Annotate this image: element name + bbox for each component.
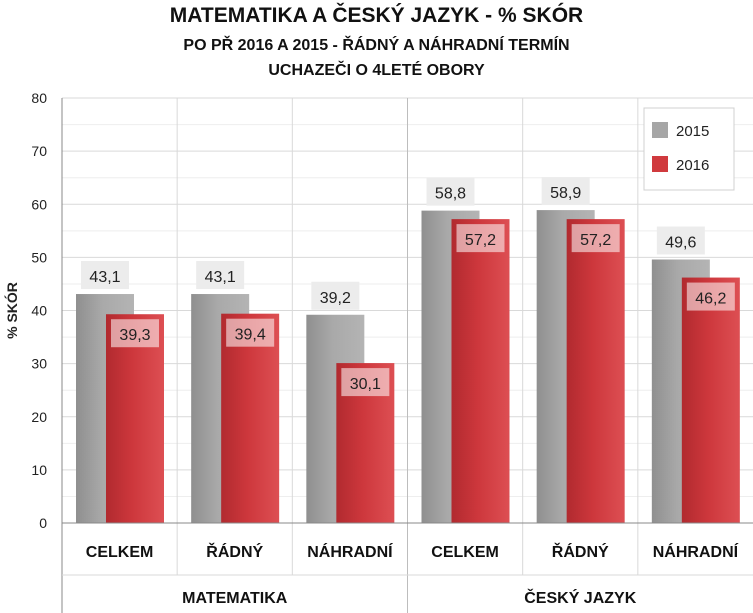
bar-2016-2-1: [451, 219, 510, 523]
bar-2016-1-2: [221, 313, 280, 523]
data-label-box-2015: [81, 261, 129, 290]
data-label-2015: 43,1: [89, 269, 120, 286]
chart-subtitle-line-1: PO PŘ 2016 A 2015 - ŘÁDNÝ A NÁHRADNÍ TER…: [183, 37, 570, 54]
data-label-2016: 57,2: [580, 232, 611, 249]
x-tick-label: CELKEM: [431, 544, 499, 561]
data-label-box-2015: [196, 261, 245, 290]
chart-title: MATEMATIKA A ČESKÝ JAZYK - % SKÓR: [169, 4, 584, 27]
y-tick-label: 0: [39, 515, 47, 531]
legend-label-2015: 2015: [676, 123, 709, 140]
x-tick-label: NÁHRADNÍ: [307, 542, 393, 561]
data-label-2015: 58,8: [435, 186, 466, 203]
x-tick-label: CELKEM: [86, 544, 154, 561]
y-tick-label: 40: [31, 303, 47, 319]
data-label-2016: 39,3: [119, 327, 150, 344]
data-label-box-2016: [456, 224, 505, 253]
data-label-2016: 57,2: [465, 232, 496, 249]
y-tick-label: 60: [31, 196, 47, 212]
data-label-2015: 49,6: [665, 235, 696, 252]
y-tick-label: 10: [31, 462, 47, 478]
y-tick-label: 30: [31, 356, 47, 372]
x-group-label: MATEMATIKA: [182, 590, 288, 607]
data-label-2015: 43,1: [205, 269, 236, 286]
legend-swatch-2015: [652, 122, 668, 138]
y-tick-label: 50: [31, 249, 47, 265]
data-label-box-2016: [226, 318, 275, 347]
y-tick-label: 70: [31, 143, 47, 159]
data-label-box-2015: [541, 177, 590, 206]
data-label-box-2016: [341, 368, 390, 397]
chart-subtitle-line-2: UCHAZEČI O 4LETÉ OBORY: [268, 62, 485, 79]
y-tick-label: 80: [31, 90, 47, 106]
bar-2016-2-2: [566, 219, 625, 523]
data-label-2016: 39,4: [235, 327, 266, 344]
x-tick-label: ŘÁDNÝ: [552, 542, 609, 561]
legend-box: [643, 107, 735, 191]
bar-2016-1-1: [106, 314, 164, 523]
data-label-box-2016: [571, 224, 620, 253]
x-tick-label: NÁHRADNÍ: [653, 542, 739, 561]
legend-swatch-2016: [652, 156, 668, 172]
y-tick-label: 20: [31, 409, 47, 425]
data-label-box-2015: [311, 281, 360, 310]
y-axis-title: % SKÓR: [3, 282, 20, 339]
data-label-2016: 46,2: [695, 291, 726, 308]
data-label-box-2016: [111, 319, 159, 348]
data-label-box-2015: [426, 177, 475, 206]
data-label-2015: 39,2: [320, 290, 351, 307]
x-group-label: ČESKÝ JAZYK: [524, 588, 636, 607]
legend-label-2016: 2016: [676, 157, 709, 174]
data-label-2015: 58,9: [550, 185, 581, 202]
data-label-2016: 30,1: [350, 376, 381, 393]
bar-2016-2-3: [681, 277, 740, 523]
data-label-box-2015: [656, 226, 705, 255]
data-label-box-2016: [686, 282, 735, 311]
x-tick-label: ŘÁDNÝ: [206, 542, 263, 561]
